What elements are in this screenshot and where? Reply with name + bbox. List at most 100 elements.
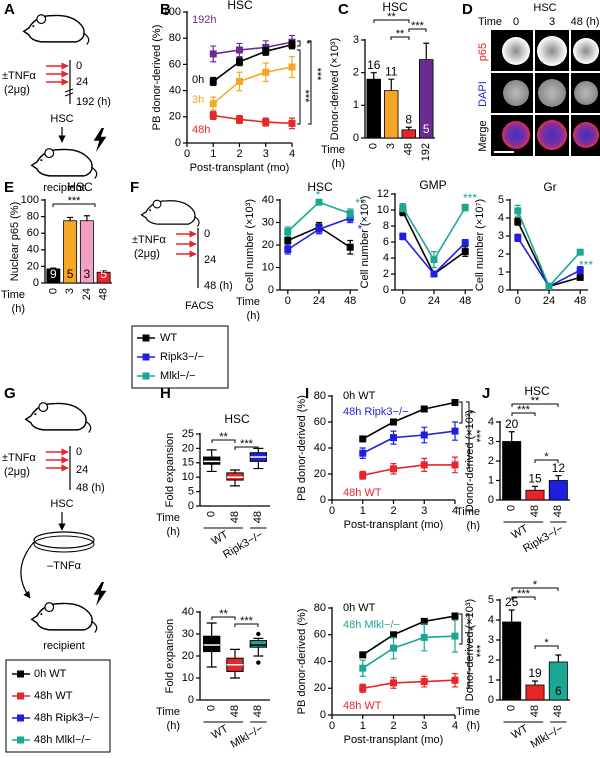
data-point: [236, 77, 243, 85]
bar: [548, 480, 568, 501]
y-tick-label: 3: [353, 34, 359, 46]
group-label: Mlkl−/−: [529, 723, 566, 751]
panel-label: I: [305, 385, 309, 402]
significance: *: [544, 451, 549, 463]
data-point: [451, 399, 459, 406]
y-tick-label: 3: [488, 634, 494, 646]
y-tick-label: 20: [182, 442, 194, 454]
significance: ***: [463, 191, 477, 205]
significance-bracket: [52, 203, 96, 207]
time-point: 192 (h): [76, 96, 111, 108]
series-line: [517, 221, 581, 288]
data-point: [359, 435, 367, 443]
n-label: 20: [505, 417, 519, 431]
significance-bracket: [534, 645, 559, 649]
group-label: WT: [509, 723, 530, 742]
y-tick-label: 4: [383, 252, 389, 264]
x-tick-label: 48: [252, 705, 264, 717]
error-bar: [100, 269, 107, 273]
cell: [574, 81, 598, 105]
series-line: [362, 401, 456, 440]
significance-bracket: [297, 49, 301, 125]
y-tick-label: 1: [498, 266, 504, 278]
row-label: p65: [477, 43, 489, 61]
x-axis-label: Time: [1, 289, 25, 301]
error-bar: [423, 42, 430, 60]
data-point: [390, 679, 397, 687]
significance: *: [358, 222, 363, 236]
y-tick-label: 40: [314, 655, 326, 667]
bar: [525, 684, 545, 701]
row-label: Merge: [477, 120, 489, 151]
legend-label: WT: [160, 332, 177, 344]
time-point: 3: [549, 16, 555, 28]
panel-label: G: [4, 385, 16, 402]
significance: *: [544, 637, 549, 649]
y-tick-label: 0: [353, 132, 359, 144]
irradiation-icon: [93, 128, 107, 152]
chart: IPB donor-derived (%) 020406080Post-trans…: [296, 385, 482, 531]
box: [249, 640, 268, 648]
series-label: 48h Ripk3−/−: [343, 406, 408, 418]
significance-bracket: [511, 412, 536, 416]
y-tick-label: 10: [182, 672, 194, 684]
chart-title: HSC: [227, 0, 253, 12]
significance-bracket: [511, 403, 559, 407]
x-tick-label: 3: [263, 148, 269, 160]
y-tick-label: 20: [169, 111, 181, 123]
y-tick-label: 60: [169, 58, 181, 70]
y-tick-label: 4: [488, 416, 494, 428]
y-tick-label: 0: [488, 694, 494, 706]
y-tick-label: 40: [262, 194, 274, 206]
x-tick-label: 0: [329, 505, 335, 517]
y-tick-label: 2: [383, 268, 389, 280]
panel-label: C: [338, 1, 349, 18]
x-axis-label: (h): [167, 720, 180, 732]
row-label: DAPI: [477, 81, 489, 107]
cell: [502, 121, 530, 149]
error-bar: [67, 216, 74, 221]
y-tick-label: 100: [163, 6, 181, 18]
n-label: 16: [367, 58, 381, 72]
significance: **: [387, 11, 396, 23]
data-point: [390, 434, 397, 442]
data-point: [346, 243, 354, 251]
significance: ***: [517, 404, 531, 416]
error-bar: [370, 72, 377, 80]
significance-bracket: [373, 19, 410, 23]
data-point: [359, 471, 367, 479]
significance-bracket: [459, 401, 463, 424]
data-point: [420, 633, 428, 641]
x-axis-label: (h): [467, 520, 480, 532]
cell: [573, 38, 599, 64]
error-bar: [508, 431, 515, 442]
time-point: 48 (h): [204, 280, 233, 292]
y-axis-label: Cell number (×10⁵): [359, 196, 371, 289]
y-tick-label: 6: [383, 236, 389, 248]
time-point: 0: [513, 16, 519, 28]
cell: [537, 36, 567, 66]
data-point: [390, 418, 397, 426]
cell-label: HSC: [50, 113, 73, 125]
y-tick-label: 12: [377, 188, 389, 200]
y-axis-label: Cell number (×10⁷): [474, 199, 486, 291]
y-tick-label: 100: [21, 194, 39, 206]
y-tick-label: 2: [488, 455, 494, 467]
y-tick-label: 4: [498, 212, 504, 224]
n-label: 9: [50, 267, 57, 281]
x-axis-label: (h): [12, 303, 25, 315]
x-tick-label: 24: [428, 295, 440, 307]
data-point: [262, 68, 270, 76]
time-point: 24: [76, 464, 88, 476]
legend-label: 48h Ripk3−/−: [34, 712, 99, 724]
x-axis-label: (h): [247, 310, 260, 322]
chart-title: HSC: [224, 412, 250, 426]
x-tick-label: 48: [459, 295, 471, 307]
grid-divider: [491, 30, 600, 156]
y-tick-label: 0: [320, 709, 326, 721]
recipient-label: recipient: [43, 182, 85, 194]
x-tick-label: 192: [420, 143, 432, 161]
significance-bracket: [466, 613, 470, 689]
y-tick-label: 20: [182, 650, 194, 662]
